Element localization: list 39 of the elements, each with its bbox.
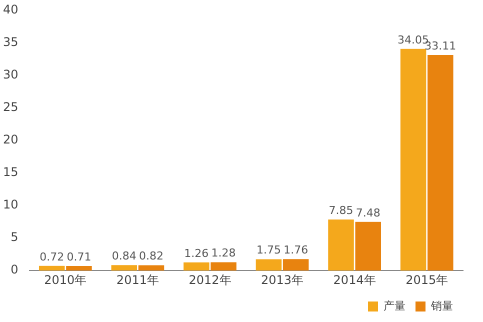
bar bbox=[256, 259, 282, 271]
y-tick-label: 5 bbox=[10, 230, 18, 244]
data-label: 1.28 bbox=[211, 246, 236, 260]
x-tick-label: 2012年 bbox=[188, 272, 232, 287]
bar bbox=[428, 55, 454, 271]
data-label: 1.26 bbox=[184, 246, 209, 260]
y-tick-label: 10 bbox=[2, 198, 18, 212]
data-label: 7.48 bbox=[356, 206, 380, 220]
data-label: 1.75 bbox=[256, 244, 281, 257]
data-label: 0.84 bbox=[112, 249, 136, 262]
x-tick-label: 2013年 bbox=[261, 272, 304, 287]
bar bbox=[282, 259, 309, 271]
y-tick-label: 30 bbox=[2, 67, 18, 82]
bar bbox=[38, 266, 65, 271]
y-tick-label: 40 bbox=[2, 2, 18, 16]
bar bbox=[355, 222, 381, 271]
legend-label: 销量 bbox=[430, 299, 453, 312]
bar bbox=[328, 219, 354, 271]
bar bbox=[111, 265, 138, 271]
x-tick-label: 2010年 bbox=[44, 272, 87, 287]
data-label: 0.71 bbox=[66, 250, 92, 264]
y-tick-label: 25 bbox=[2, 100, 18, 114]
bar bbox=[138, 265, 164, 271]
y-tick-label: 20 bbox=[2, 132, 18, 147]
x-tick-label: 2015年 bbox=[406, 272, 448, 287]
bar bbox=[66, 266, 92, 271]
bar bbox=[184, 262, 210, 271]
y-tick-label: 15 bbox=[2, 165, 18, 180]
legend-label: 产量 bbox=[384, 299, 406, 312]
data-label: 0.82 bbox=[139, 250, 164, 263]
x-tick-label: 2014年 bbox=[333, 272, 376, 287]
data-label: 7.85 bbox=[328, 204, 354, 217]
y-tick-label: 0 bbox=[10, 262, 18, 277]
data-label: 0.72 bbox=[40, 250, 64, 264]
x-tick-label: 2011年 bbox=[116, 272, 159, 287]
bar bbox=[210, 262, 236, 271]
data-label: 1.76 bbox=[284, 244, 308, 256]
bar bbox=[400, 48, 426, 271]
y-tick-label: 35 bbox=[2, 34, 18, 49]
